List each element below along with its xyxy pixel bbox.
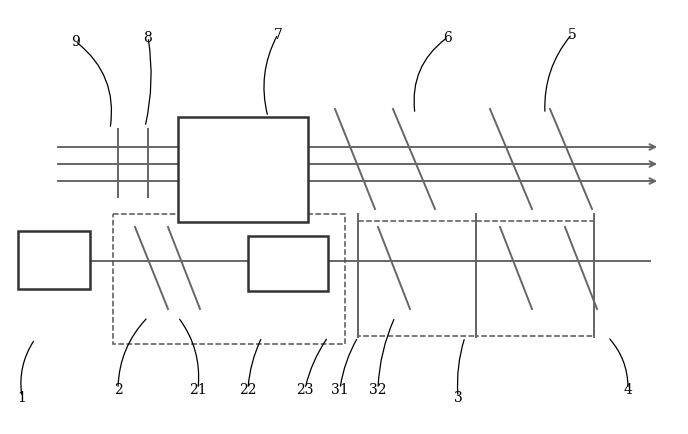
Text: 7: 7 [274,28,283,42]
Text: 2: 2 [114,382,122,396]
Text: 31: 31 [331,382,349,396]
Bar [18,231,90,289]
Bar [476,221,594,336]
Text: 32: 32 [369,382,387,396]
Text: 23: 23 [297,382,314,396]
Bar [248,237,328,291]
Text: 5: 5 [568,28,577,42]
Text: 1: 1 [18,390,26,404]
Text: 3: 3 [453,390,462,404]
Text: 8: 8 [144,31,152,45]
Text: 22: 22 [239,382,257,396]
Text: 4: 4 [623,382,632,396]
Bar [113,214,345,344]
Bar [178,118,308,223]
Text: 6: 6 [444,31,453,45]
Text: 21: 21 [189,382,207,396]
Text: 9: 9 [71,35,79,49]
Bar [358,221,476,336]
